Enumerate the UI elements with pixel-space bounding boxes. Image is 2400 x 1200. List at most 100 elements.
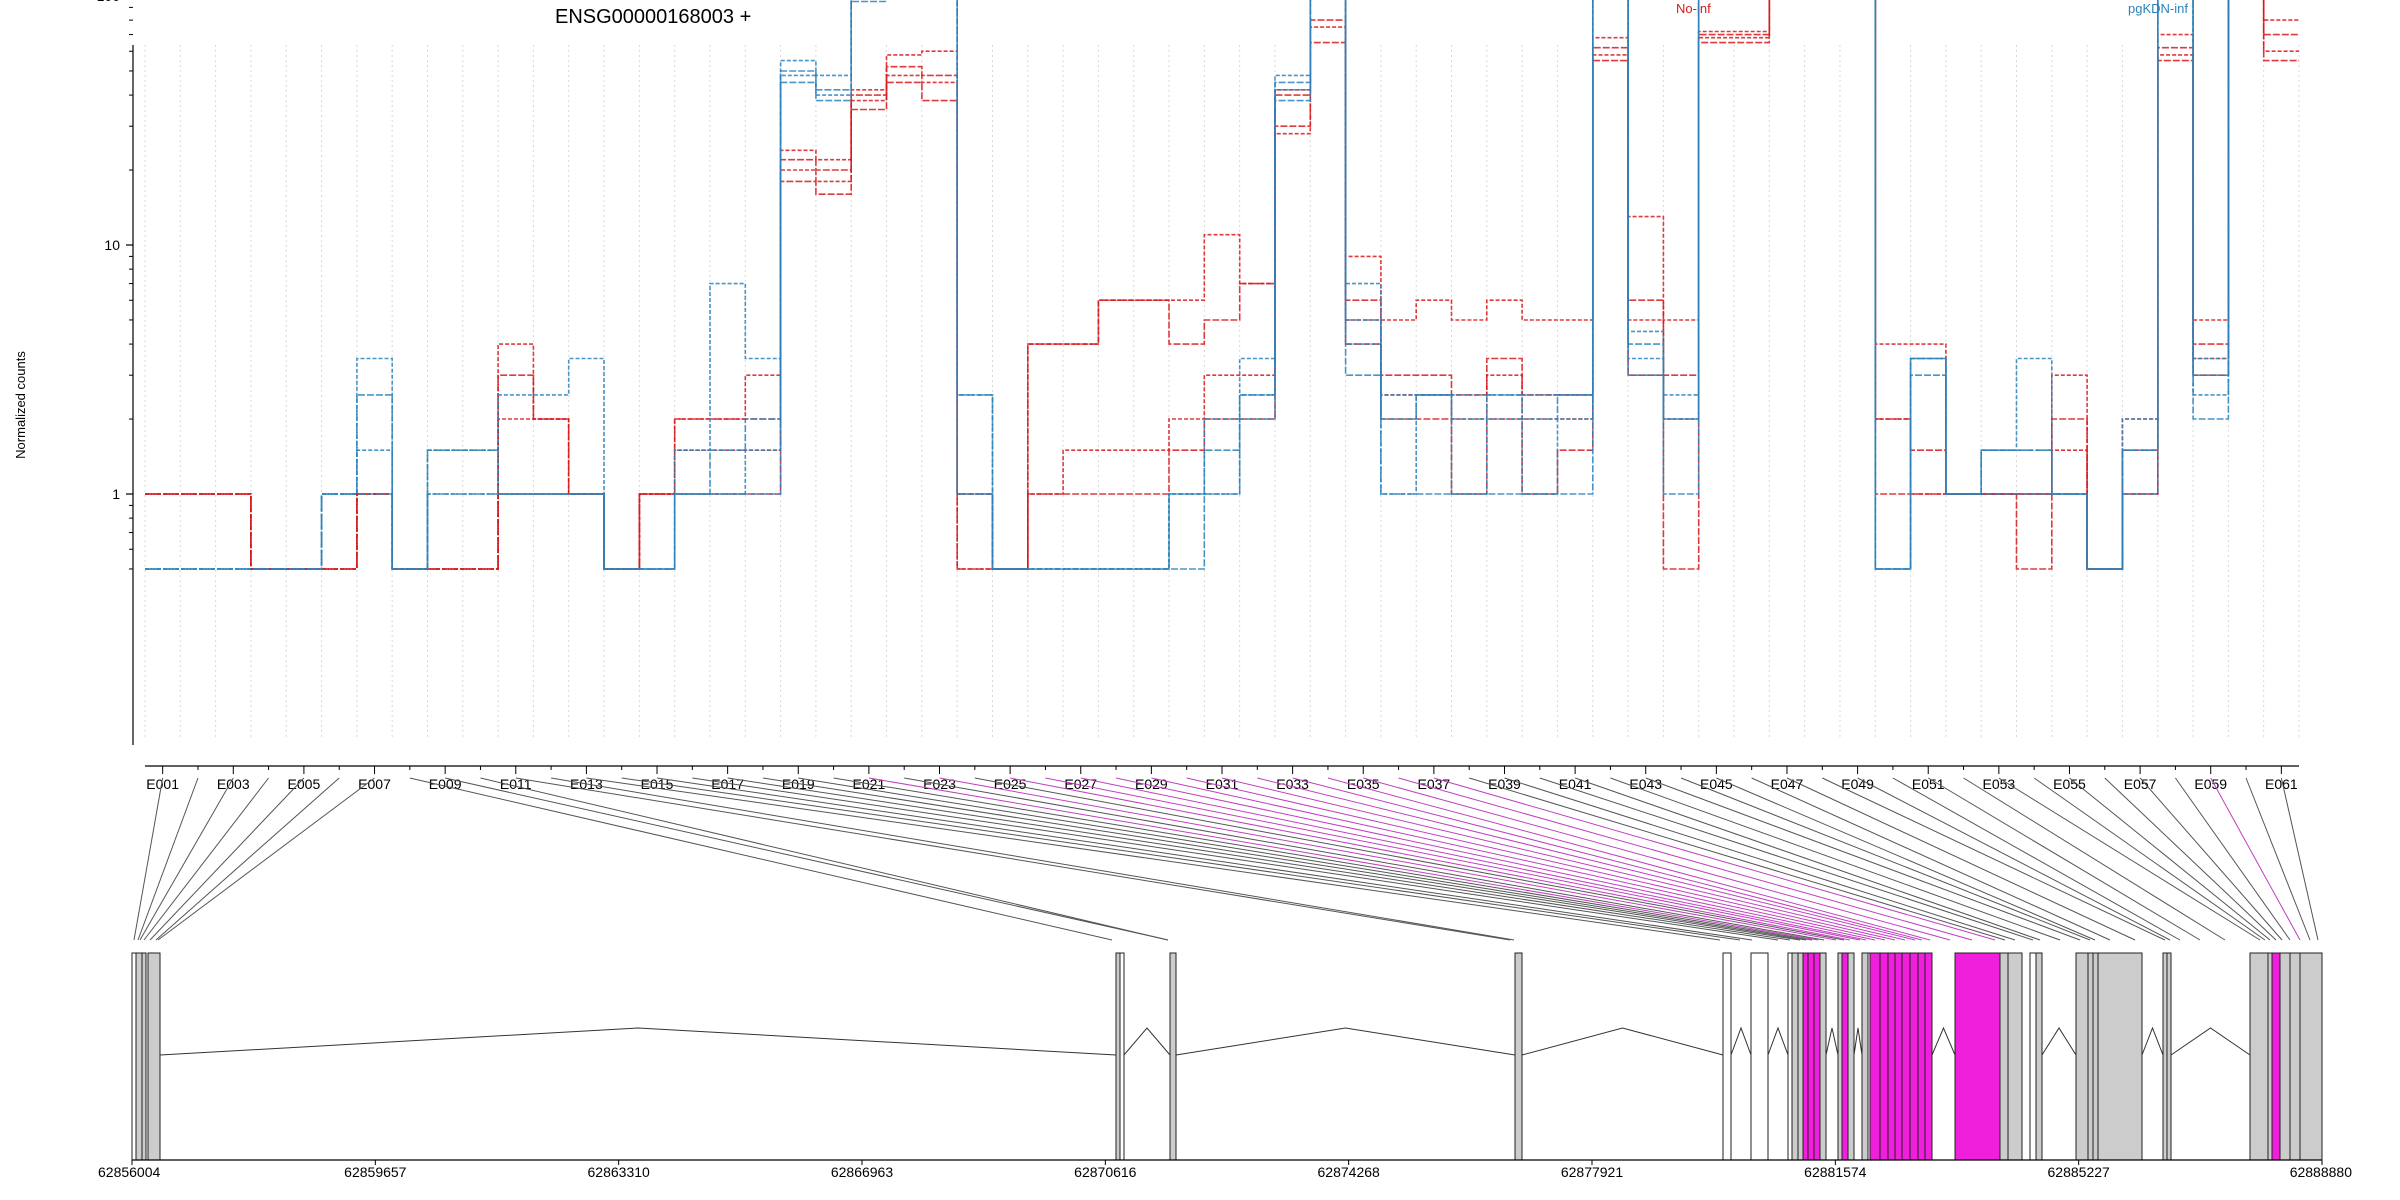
exon-connector [868,777,1819,941]
exon-connector [1186,777,1896,941]
exon-block [1722,952,1732,1161]
exon-connector [621,777,1741,941]
y-axis: 1 10 100 [97,0,133,570]
exon-connector [1469,777,2006,941]
x-tick-label: E045 [1700,776,1733,792]
exon-block [2166,952,2172,1161]
exon-connector [1433,777,1996,941]
exon-connector [1504,777,2016,941]
exon-connectors [133,777,2319,941]
genome-tick-label: 62856004 [98,1164,161,1180]
exon-connector [974,777,1845,941]
exon-block [1119,952,1125,1161]
exon-connector [1151,777,1886,941]
y-tick-label: 10 [104,237,120,253]
intron-line [1175,1027,1516,1056]
exon-connector [409,777,1113,941]
x-tick-label: E017 [711,776,744,792]
exon-block [141,952,147,1161]
exon-connector [133,777,164,941]
exon-connector [1998,777,2261,941]
exon-connector [2175,777,2291,941]
exon-connector [586,777,1721,941]
y-tick-label: 1 [112,486,120,502]
exon-connector [1716,777,2096,941]
exon-connector [762,777,1801,941]
exon-connector [1751,777,2111,941]
y-tick-label: 100 [97,0,121,4]
exon-block [2271,952,2281,1161]
intron-line [1730,1026,1752,1056]
exon-connector [1574,777,2041,941]
series-line-no-inf [145,0,2299,570]
exon-block [1787,952,1793,1161]
genome-tick-label: 62859657 [344,1164,407,1180]
exon-connector [1927,777,2201,941]
exon-connector [1327,777,1931,941]
exon-connector [1115,777,1876,941]
exon-connector [155,777,340,941]
exon-connector [149,777,305,941]
exon-connector [1292,777,1923,941]
exon-connector [1822,777,2166,941]
genome-tick-label: 62877921 [1561,1164,1624,1180]
exon-connector [1045,777,1861,941]
exon-block [1999,952,2009,1161]
exon-block [2092,952,2099,1161]
intron-line [1767,1026,1789,1056]
genome-tick-label: 62863310 [588,1164,651,1180]
intron-line [2141,1026,2164,1056]
exon-block [2299,952,2323,1161]
exon-connector [550,777,1515,941]
genome-tick-label: 62866963 [831,1164,894,1180]
exon-connector [2210,777,2301,941]
exon-block [1750,952,1769,1161]
intron-line [2170,1027,2251,1056]
intron-line [1825,1027,1839,1056]
exon-block [1115,952,1121,1161]
x-tick-label: E061 [2265,776,2298,792]
exon-connector [1010,777,1851,941]
genome-tick-label: 62870616 [1074,1164,1137,1180]
exon-connector [2069,777,2271,941]
exon-connector [1963,777,2226,941]
exon-block [2087,952,2094,1161]
x-tick-label: E015 [641,776,674,792]
exon-block [1797,952,1804,1161]
exon-block [1514,952,1523,1161]
x-axis: E001E003E005E007E009E011E013E015E017E019… [146,766,2298,792]
exon-connector [1892,777,2181,941]
exon-connector [1539,777,2034,941]
series-line-no-inf [145,0,2299,570]
x-tick-label: E001 [146,776,179,792]
y-axis-label: Normalized counts [13,351,28,459]
intron-line [1521,1027,1724,1056]
exon-block [1847,952,1855,1161]
exon-connector [1610,777,2061,941]
exon-connector [2033,777,2266,941]
exon-block [135,952,143,1161]
exon-connector [1221,777,1906,941]
exon-connector [2139,777,2283,941]
x-tick-label: E047 [1771,776,1804,792]
gene-model [131,952,2323,1161]
series-line-pgkdn-inf [145,0,2230,570]
x-tick-label: E051 [1912,776,1945,792]
exon-block [2249,952,2269,1161]
exon-block [1813,952,1821,1161]
genome-tick-label: 62881574 [1804,1164,1867,1180]
exon-connector [1080,777,1867,941]
exon-block [1791,952,1799,1161]
exon-connector [1645,777,2081,941]
intron-line [2041,1027,2077,1056]
series-line-no-inf [145,0,2299,570]
exon-connector [139,777,234,941]
exon-connector [1398,777,1973,941]
series-line-pgkdn-inf [145,0,2230,570]
exon-block [1901,952,1911,1161]
exon-connector [727,777,1791,941]
exon-block [1802,952,1809,1161]
exon-connector [1857,777,2171,941]
exon-connector [480,777,1169,941]
x-tick-label: E041 [1559,776,1592,792]
